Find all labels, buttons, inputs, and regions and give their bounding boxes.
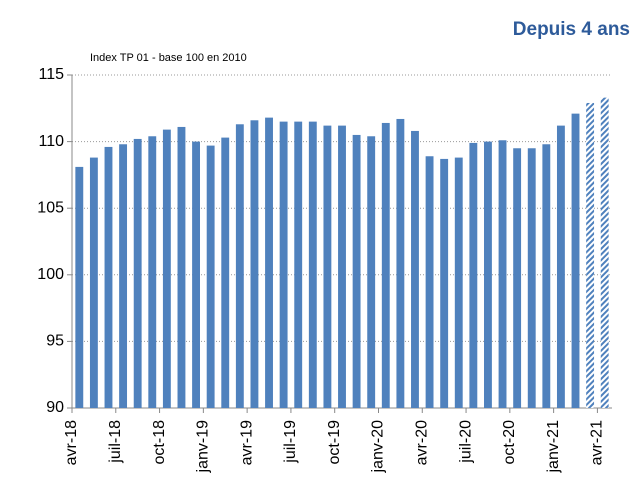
bar <box>411 130 419 408</box>
x-tick-label: avr-21 <box>589 420 606 465</box>
bar <box>89 157 98 408</box>
bar <box>323 125 332 408</box>
x-tick-label: janv-21 <box>545 420 562 474</box>
bar <box>221 137 230 408</box>
bar <box>440 158 449 408</box>
x-tick-label: juil-20 <box>457 420 474 464</box>
bar <box>192 141 200 408</box>
bar <box>352 134 361 408</box>
bar <box>235 124 244 408</box>
y-tick-label: 115 <box>38 66 64 83</box>
bar <box>104 146 113 409</box>
x-tick-label: avr-19 <box>238 420 255 465</box>
bar <box>513 148 522 408</box>
x-tick-label: avr-18 <box>63 420 80 465</box>
bar <box>600 97 609 409</box>
bar <box>381 122 390 409</box>
x-tick-label: oct-20 <box>501 420 518 465</box>
x-tick-label: juil-19 <box>282 420 299 464</box>
x-tick-label: janv-19 <box>195 420 212 474</box>
bar <box>367 136 376 408</box>
x-tick-label: oct-19 <box>326 420 343 465</box>
y-tick-label: 100 <box>37 266 64 283</box>
bar <box>265 117 273 409</box>
bar <box>338 125 346 408</box>
x-tick-label: janv-20 <box>370 420 387 474</box>
y-tick-label: 90 <box>46 399 64 416</box>
bar <box>133 138 142 408</box>
bar <box>119 144 128 408</box>
bar <box>294 121 303 409</box>
bar <box>148 136 157 408</box>
chart-title: Depuis 4 ans <box>513 19 630 40</box>
bar <box>454 157 463 408</box>
bar <box>556 125 565 408</box>
bar <box>586 102 595 409</box>
chart-subtitle: Index TP 01 - base 100 en 2010 <box>90 52 247 64</box>
bar <box>542 144 551 408</box>
bar <box>484 141 492 408</box>
bar <box>279 121 288 409</box>
bar <box>250 120 259 409</box>
bar <box>527 148 536 408</box>
bar <box>177 126 186 408</box>
y-tick-label: 105 <box>37 199 64 216</box>
bar <box>396 118 405 409</box>
bar <box>469 142 478 408</box>
bar <box>75 166 84 408</box>
bar <box>571 113 580 409</box>
bar <box>162 129 171 408</box>
y-tick-label: 95 <box>46 333 64 350</box>
y-tick-label: 110 <box>38 133 64 150</box>
x-tick-label: oct-18 <box>151 420 168 465</box>
x-tick-label: avr-20 <box>413 420 430 465</box>
bar <box>308 121 317 409</box>
bar <box>206 145 215 408</box>
bar <box>498 140 507 408</box>
x-tick-label: juil-18 <box>107 420 124 464</box>
bar <box>425 156 434 408</box>
